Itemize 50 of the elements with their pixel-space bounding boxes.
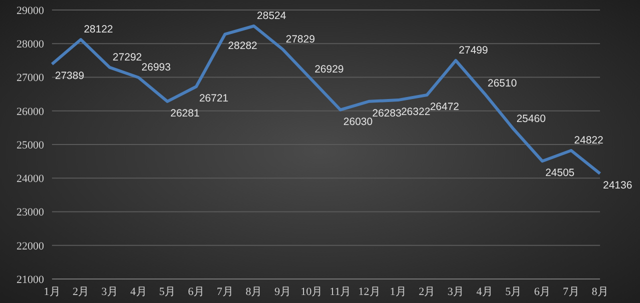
data-label: 26510: [488, 78, 517, 90]
y-tick-label: 27000: [16, 72, 44, 84]
data-label: 27292: [112, 51, 142, 64]
y-tick-label: 24000: [16, 173, 44, 186]
data-label: 26929: [314, 64, 344, 76]
line-series: [50, 24, 602, 176]
data-label: 26721: [199, 92, 229, 105]
x-tick-label: 7月: [562, 286, 580, 298]
x-tick-label: 12月: [358, 286, 380, 298]
y-tick-label: 22000: [16, 240, 44, 252]
x-tick-label: 4月: [476, 286, 493, 298]
x-tick-label: 7月: [216, 286, 234, 298]
data-label: 28524: [256, 10, 286, 22]
x-tick-label: 6月: [188, 286, 204, 298]
x-tick-label: 11月: [330, 286, 352, 298]
y-tick-label: 21000: [16, 274, 44, 286]
data-label: 26993: [142, 61, 171, 74]
data-label: 26030: [343, 116, 373, 128]
y-tick-label: 26000: [16, 106, 44, 118]
x-tick-label: 5月: [159, 286, 176, 298]
x-tick-label: 10月: [300, 286, 323, 298]
data-label: 26322: [401, 106, 430, 118]
data-label: 28122: [84, 24, 114, 36]
data-label: 26283: [372, 107, 402, 120]
y-tick-label: 25000: [16, 139, 44, 152]
x-tick-label: 8月: [246, 286, 262, 298]
x-tick-label: 5月: [505, 286, 522, 298]
data-label: 25460: [516, 113, 546, 126]
y-tick-label: 23000: [16, 206, 44, 219]
data-label: 28282: [228, 40, 258, 52]
x-tick-label: 4月: [130, 286, 147, 298]
data-label: 27829: [286, 33, 316, 46]
x-tick-label: 3月: [448, 286, 464, 298]
data-label: 27499: [458, 44, 488, 56]
x-tick-label: 1月: [44, 286, 60, 298]
data-label: 26281: [170, 107, 200, 120]
x-tick-label: 2月: [72, 286, 90, 298]
data-label: 24505: [545, 167, 575, 180]
x-tick-label: 6月: [534, 286, 551, 298]
x-tick-label: 1月: [390, 286, 406, 298]
y-tick-label: 29000: [16, 4, 44, 17]
x-tick-label: 3月: [101, 286, 118, 298]
data-label: 24136: [603, 180, 632, 192]
y-tick-label: 28000: [16, 38, 44, 51]
x-tick-label: 2月: [418, 286, 436, 298]
data-label: 24822: [574, 134, 604, 146]
data-label: 27389: [55, 70, 84, 82]
x-tick-label: 9月: [274, 286, 291, 298]
x-tick-label: 8月: [592, 286, 608, 298]
data-label: 26472: [430, 101, 460, 114]
